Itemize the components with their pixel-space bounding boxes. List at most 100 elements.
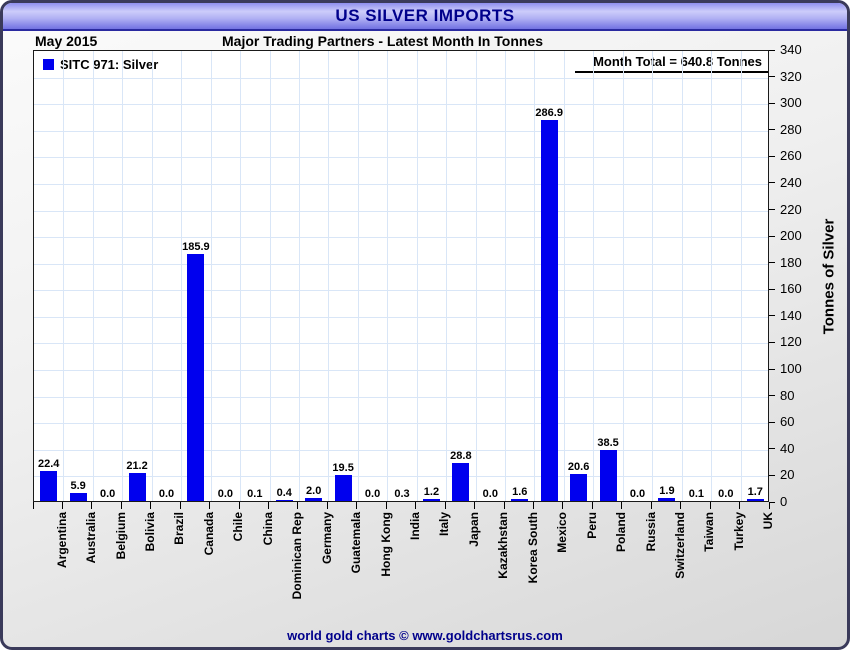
y-tick-mark — [769, 288, 775, 290]
gridline-horizontal — [34, 263, 768, 265]
chart-subtitle: Major Trading Partners - Latest Month In… — [222, 33, 543, 49]
gridline-horizontal — [34, 290, 768, 292]
y-tick-label: 140 — [780, 307, 802, 323]
bar — [305, 498, 323, 501]
x-tick-mark — [32, 502, 34, 509]
x-tick-label: Belgium — [113, 512, 128, 560]
bar-value-label: 19.5 — [332, 462, 354, 474]
x-tick-mark — [650, 502, 652, 509]
x-tick-mark — [680, 502, 682, 509]
bar-value-label: 5.9 — [70, 480, 86, 492]
y-tick-label: 260 — [780, 148, 802, 164]
gridline-vertical — [240, 51, 242, 501]
x-tick-mark — [503, 502, 505, 509]
y-tick-mark — [769, 341, 775, 343]
y-tick-label: 220 — [780, 201, 802, 217]
bar-value-label: 0.0 — [718, 488, 734, 500]
x-tick-mark — [532, 502, 534, 509]
bar-value-label: 286.9 — [535, 107, 563, 119]
bar — [275, 500, 293, 501]
x-tick-label: Kazakhstan — [496, 512, 511, 579]
gridline-horizontal — [34, 449, 768, 451]
bar-value-label: 2.0 — [306, 485, 322, 497]
period-label: May 2015 — [35, 33, 98, 49]
y-tick-mark — [769, 421, 775, 423]
x-axis: Argentina Australia Belgium Bolivia Brazil Ca… — [32, 502, 775, 627]
x-tick-mark — [768, 502, 770, 509]
gridline-vertical — [181, 51, 183, 501]
x-tick-mark — [326, 502, 328, 509]
y-tick-mark — [769, 102, 775, 104]
gridline-horizontal — [34, 396, 768, 398]
page-title: US SILVER IMPORTS — [335, 6, 515, 25]
y-tick-label: 120 — [780, 334, 802, 350]
bar-value-label: 185.9 — [182, 241, 210, 253]
legend-swatch-icon — [43, 59, 54, 70]
bar — [334, 475, 352, 501]
bar-value-label: 0.0 — [217, 488, 234, 500]
gridline-horizontal — [34, 237, 768, 239]
y-tick-label: 300 — [780, 95, 802, 111]
gridline-vertical — [328, 51, 330, 501]
x-tick-label: Korea South — [525, 512, 540, 584]
x-tick-label: Mexico — [555, 512, 570, 553]
bar-value-label: 0.0 — [158, 488, 175, 500]
x-tick-mark — [562, 502, 564, 509]
x-tick-mark — [179, 502, 181, 509]
legend: SITC 971: Silver — [43, 57, 158, 72]
gridline-vertical — [63, 51, 65, 501]
x-tick-label: Bolivia — [143, 512, 158, 552]
x-tick-mark — [709, 502, 711, 509]
footer-credit: world gold charts © www.goldchartsrus.co… — [287, 628, 563, 643]
x-tick-label: China — [260, 512, 275, 546]
x-tick-label: Argentina — [54, 512, 69, 569]
x-tick-mark — [297, 502, 299, 509]
x-tick-label: Australia — [84, 512, 99, 564]
gridline-vertical — [357, 51, 359, 501]
y-tick-label: 100 — [780, 361, 802, 377]
y-tick-label: 280 — [780, 121, 802, 137]
y-tick-label: 160 — [780, 281, 802, 297]
x-tick-mark — [385, 502, 387, 509]
gridline-horizontal — [34, 77, 768, 79]
y-axis: 0 20 40 60 80 100 120 140 160 180 200 220 240 260 280 3… — [769, 42, 847, 509]
x-tick-label: Guatemala — [349, 512, 364, 574]
y-tick-label: 60 — [780, 414, 795, 430]
x-tick-mark — [120, 502, 122, 509]
y-tick-label: 80 — [780, 387, 795, 403]
bar — [40, 471, 58, 501]
gridline-vertical — [505, 51, 507, 501]
x-tick-mark — [356, 502, 358, 509]
x-tick-label: Dominican Rep — [290, 512, 305, 600]
bar — [452, 463, 470, 501]
x-tick-mark — [621, 502, 623, 509]
x-tick-label: Italy — [437, 512, 452, 537]
bar-value-label: 20.6 — [567, 461, 590, 473]
gridline-horizontal — [34, 370, 768, 372]
bar-value-label: 0.3 — [394, 488, 410, 500]
gridline-vertical — [740, 51, 742, 501]
bar-value-label: 1.9 — [659, 485, 675, 497]
x-tick-mark — [474, 502, 476, 509]
y-tick-mark — [769, 235, 775, 237]
gridline-vertical — [151, 51, 153, 501]
gridline-horizontal — [34, 316, 768, 318]
gridline-vertical — [652, 51, 654, 501]
x-tick-label: India — [408, 512, 422, 541]
y-tick-mark — [769, 209, 775, 211]
gridline-vertical — [298, 51, 300, 501]
y-axis-title: Tonnes of Silver — [809, 50, 847, 502]
x-tick-mark — [91, 502, 93, 509]
y-tick-mark — [769, 368, 775, 370]
gridline-vertical — [210, 51, 212, 501]
x-tick-mark — [268, 502, 270, 509]
y-tick-mark — [769, 474, 775, 476]
x-tick-label: Germany — [319, 512, 334, 565]
gridline-vertical — [622, 51, 624, 501]
gridline-vertical — [563, 51, 565, 501]
gridline-vertical — [534, 51, 536, 501]
gridline-horizontal — [34, 104, 768, 106]
x-tick-label: Taiwan — [702, 512, 717, 552]
y-tick-mark — [769, 315, 775, 317]
x-tick-mark — [61, 502, 63, 509]
